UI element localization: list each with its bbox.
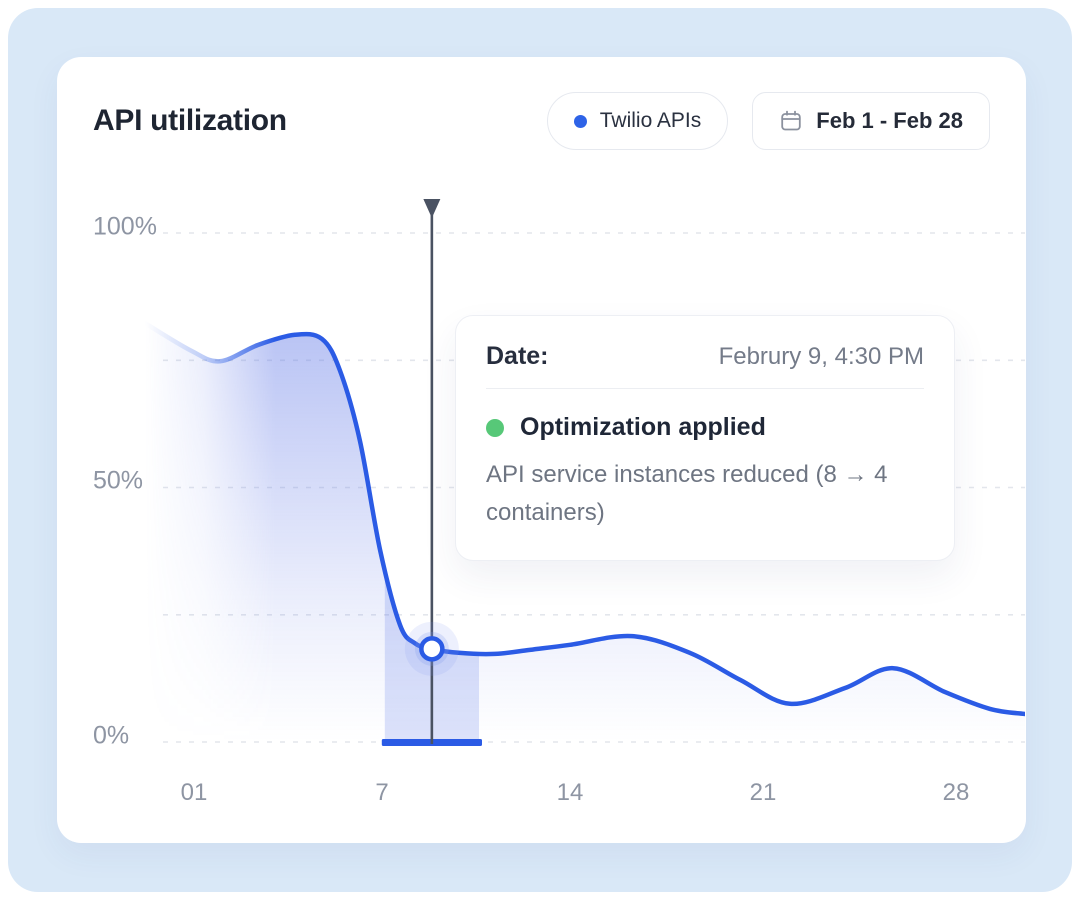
event-marker[interactable]: [404, 199, 459, 744]
calendar-icon: [781, 110, 801, 131]
tooltip-description: API service instances reduced (8 → 4 con…: [486, 461, 888, 526]
series-dot-icon: [573, 114, 587, 128]
x-tick-label: 21: [749, 779, 777, 806]
event-tooltip: Date: Februry 9, 4:30 PM Optimization ap…: [455, 315, 955, 561]
date-range-label: Feb 1 - Feb 28: [816, 108, 963, 133]
api-utilization-card: API utilization Twilio APIs Feb 1 - Feb …: [57, 57, 1026, 843]
y-tick-label: 100%: [93, 212, 157, 241]
tooltip-event-label: Optimization applied: [520, 413, 766, 441]
event-data-point: [419, 636, 445, 662]
series-legend-pill[interactable]: Twilio APIs: [546, 92, 729, 150]
tooltip-event-row: Optimization applied: [486, 413, 924, 442]
event-status-dot-icon: [486, 418, 504, 437]
tooltip-date-value: Februry 9, 4:30 PM: [718, 342, 924, 370]
card-header: API utilization Twilio APIs Feb 1 - Feb …: [93, 91, 990, 151]
x-tick-label: 28: [942, 779, 970, 806]
x-tick-label: 7: [375, 779, 389, 806]
date-range-picker[interactable]: Feb 1 - Feb 28: [752, 92, 990, 150]
x-tick-label: 01: [180, 779, 208, 806]
page-title: API utilization: [93, 104, 287, 137]
utilization-line: [145, 320, 1025, 717]
y-tick-label: 50%: [93, 466, 144, 495]
marker-arrow-icon: [423, 199, 441, 218]
y-tick-label: 0%: [93, 721, 130, 750]
tooltip-date-label: Date:: [486, 342, 549, 370]
area-fill: [145, 323, 1025, 742]
x-tick-label: 14: [556, 779, 584, 806]
tooltip-date-row: Date: Februry 9, 4:30 PM: [486, 342, 924, 371]
series-legend-label: Twilio APIs: [599, 109, 702, 132]
tooltip-divider: [486, 388, 924, 389]
